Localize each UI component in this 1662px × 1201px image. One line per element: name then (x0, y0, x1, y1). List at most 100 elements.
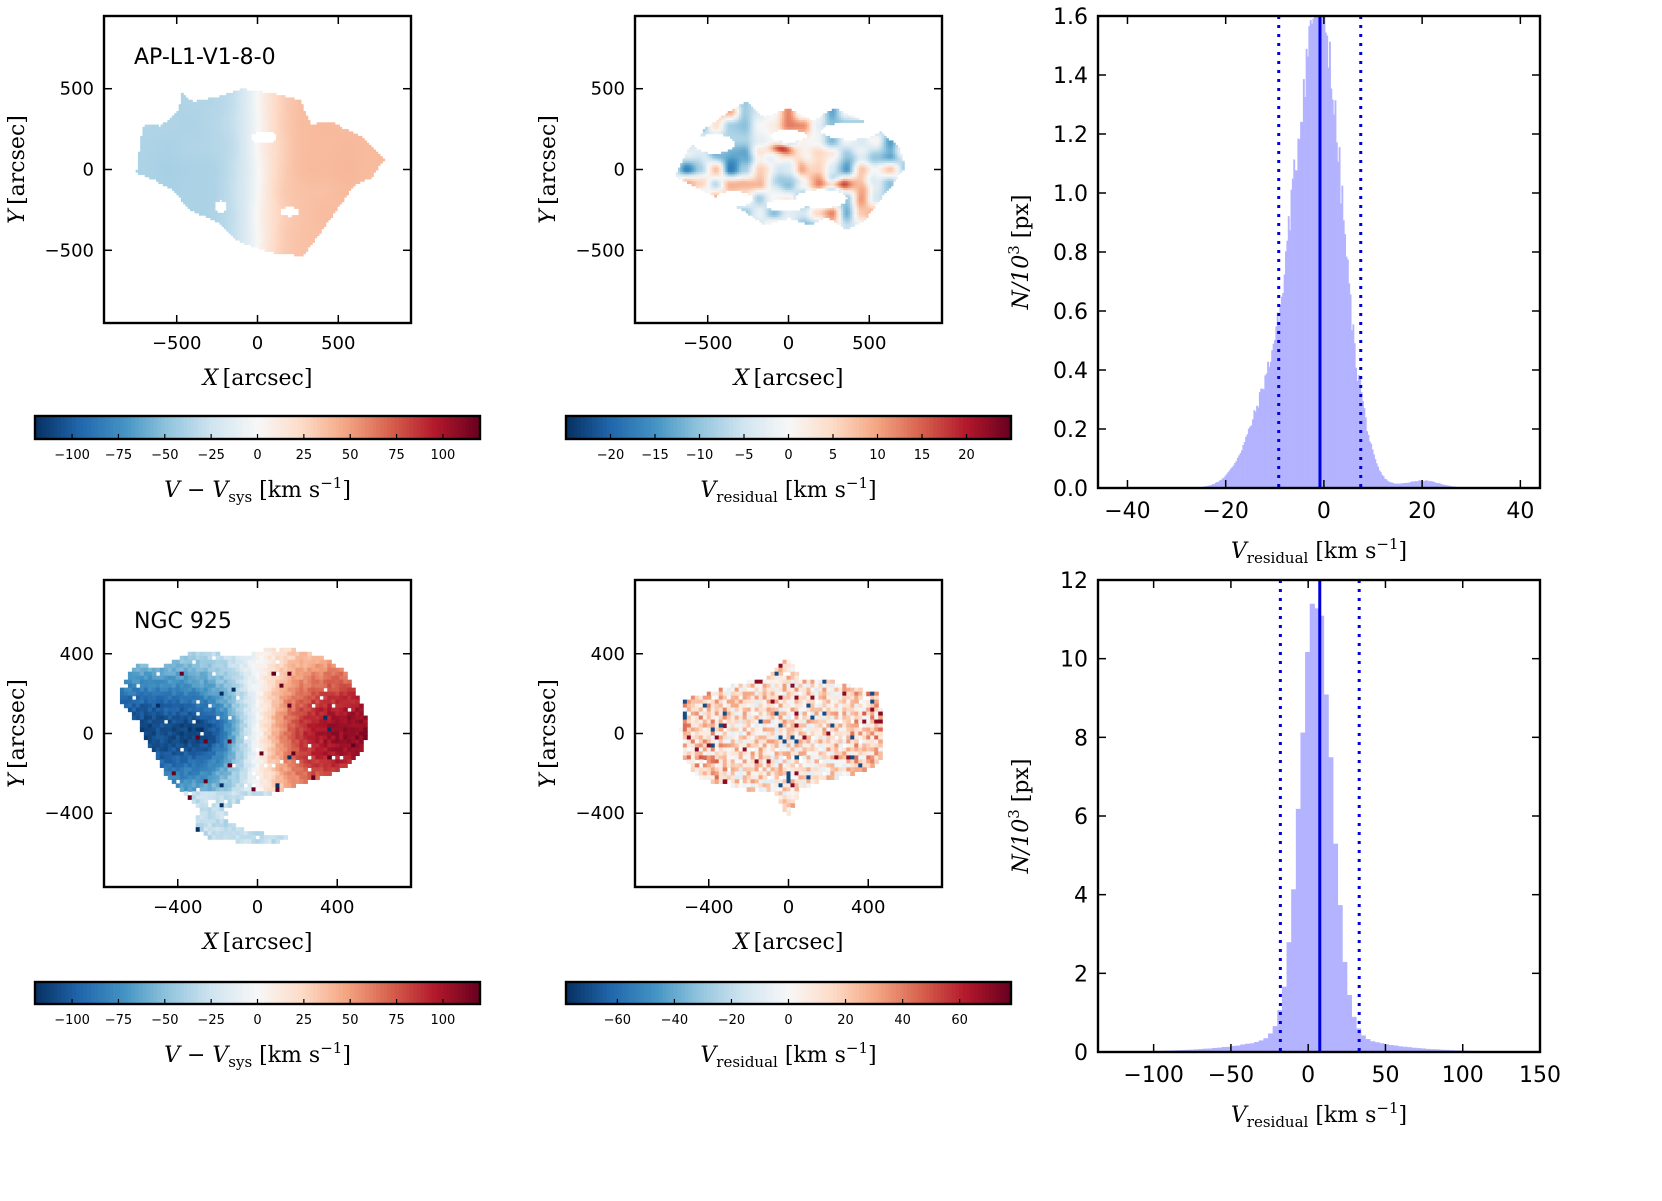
histogram-bar (1319, 615, 1325, 1052)
histogram-bar (1232, 465, 1235, 488)
histogram-bar (1404, 482, 1407, 488)
histogram-bar (1246, 434, 1249, 488)
histogram-bar (1414, 481, 1417, 488)
histogram-bar (1249, 1043, 1255, 1052)
histogram-bar (1216, 482, 1219, 488)
histogram-bar (1367, 434, 1370, 488)
histogram-bar (1434, 1049, 1441, 1052)
histogram-bar (1447, 485, 1450, 488)
histogram-bar (1289, 230, 1292, 488)
histogram-bar (1230, 1045, 1237, 1052)
x-tick-label: 150 (1519, 1063, 1561, 1088)
histogram-bar (1385, 479, 1388, 488)
colorbar-label: Vresidual [km s−1] (700, 1039, 876, 1071)
histogram-bar (1327, 67, 1330, 488)
histogram-bars (1166, 16, 1468, 489)
histogram-bar (1252, 419, 1254, 488)
histogram-bar (1362, 401, 1364, 488)
histogram-bar (1203, 1048, 1209, 1052)
y-tick-label: −500 (576, 240, 625, 261)
histogram-bar (1221, 478, 1224, 488)
histogram-bar (1287, 216, 1290, 488)
y-tick-label: 0 (1074, 1041, 1088, 1066)
histogram-bar (1389, 482, 1392, 488)
histogram-bar (1439, 483, 1441, 488)
histogram-bar (1346, 994, 1352, 1052)
histogram-bar (1397, 483, 1400, 488)
histogram-bar (1309, 603, 1315, 1052)
y-tick-label: 0.8 (1053, 241, 1088, 266)
histogram-bar (1269, 361, 1272, 488)
histogram-bar (1278, 325, 1281, 488)
histogram-bar (1238, 455, 1241, 488)
histogram-bar (1401, 483, 1404, 488)
histogram-bar (1444, 485, 1447, 488)
histogram-bar (1263, 1038, 1269, 1052)
histogram-bar (1221, 1046, 1227, 1052)
colorbar-tick-label: −20 (597, 448, 624, 463)
histogram-bar (1304, 97, 1307, 489)
histogram-bar (1386, 480, 1389, 488)
histogram-bar (1320, 16, 1323, 488)
x-tick-label: −400 (684, 897, 733, 918)
histogram-bar (1302, 79, 1305, 488)
histogram-bar (1230, 468, 1232, 488)
colorbar-tick-label: 50 (342, 1013, 359, 1028)
y-tick-label: 6 (1074, 805, 1088, 830)
histogram-bar (1407, 1047, 1413, 1052)
colorbar-tick-label: 25 (296, 448, 313, 463)
histogram-bar (1235, 1045, 1241, 1052)
histogram-bar (1342, 961, 1348, 1052)
histogram-bar (1331, 99, 1334, 488)
histogram-bar (1235, 461, 1238, 488)
histogram-bar (1315, 16, 1318, 488)
histogram-bar (1393, 1045, 1399, 1052)
colorbar-tick-label: −5 (734, 448, 753, 463)
colorbar-tick-label: 100 (431, 1013, 456, 1028)
histogram-bar (1268, 367, 1271, 488)
histogram-bar (1360, 1035, 1366, 1052)
y-tick-label: 0.6 (1053, 300, 1088, 325)
histogram-bar (1418, 480, 1421, 488)
histogram-bar (1408, 482, 1411, 488)
histogram-bar (1399, 483, 1402, 488)
histogram-bar (1226, 1046, 1232, 1052)
histogram-bar (1305, 48, 1308, 488)
histogram-bar (1396, 483, 1399, 488)
y-tick-label: 1.6 (1053, 5, 1088, 30)
histogram-bar (1316, 16, 1319, 488)
colorbar-label: V − Vsys [km s−1] (164, 1039, 351, 1071)
histogram-bar (1309, 20, 1312, 488)
x-axis-label: Vresidual [km s−1] (1231, 1099, 1407, 1131)
histogram-bar (1425, 480, 1428, 488)
x-tick-label: −20 (1202, 499, 1248, 524)
histogram-bar (1236, 457, 1239, 488)
histogram-bar (1430, 1049, 1436, 1052)
histogram-bars (1138, 603, 1543, 1052)
histogram-bar (1440, 484, 1443, 488)
histogram-bar (1351, 330, 1353, 488)
histogram-bar (1411, 481, 1414, 488)
y-tick-label: 500 (60, 79, 94, 100)
histogram-bar (1333, 114, 1336, 488)
y-tick-label: 1.2 (1053, 123, 1088, 148)
histogram-bar (1370, 1041, 1376, 1052)
colorbar-tick-label: −100 (54, 1013, 90, 1028)
histogram-bar (1217, 1047, 1223, 1052)
histogram-bar (1433, 481, 1436, 488)
histogram-bar (1443, 484, 1446, 488)
x-axis-label: X [arcsec] (732, 930, 844, 955)
histogram-bar (1275, 326, 1278, 488)
histogram-bar (1212, 1047, 1218, 1052)
histogram-bar (1351, 1016, 1357, 1052)
x-tick-label: −40 (1104, 499, 1150, 524)
histogram-bar (1254, 1041, 1260, 1052)
y-tick-label: 1.4 (1053, 64, 1088, 89)
histogram-bar (1258, 1040, 1264, 1052)
histogram-bar (1426, 480, 1429, 488)
colorbar-tick-label: 20 (837, 1013, 854, 1028)
histogram-bar (1212, 484, 1215, 488)
histogram-bar (1356, 381, 1359, 488)
x-axis-label: Vresidual [km s−1] (1231, 535, 1407, 567)
